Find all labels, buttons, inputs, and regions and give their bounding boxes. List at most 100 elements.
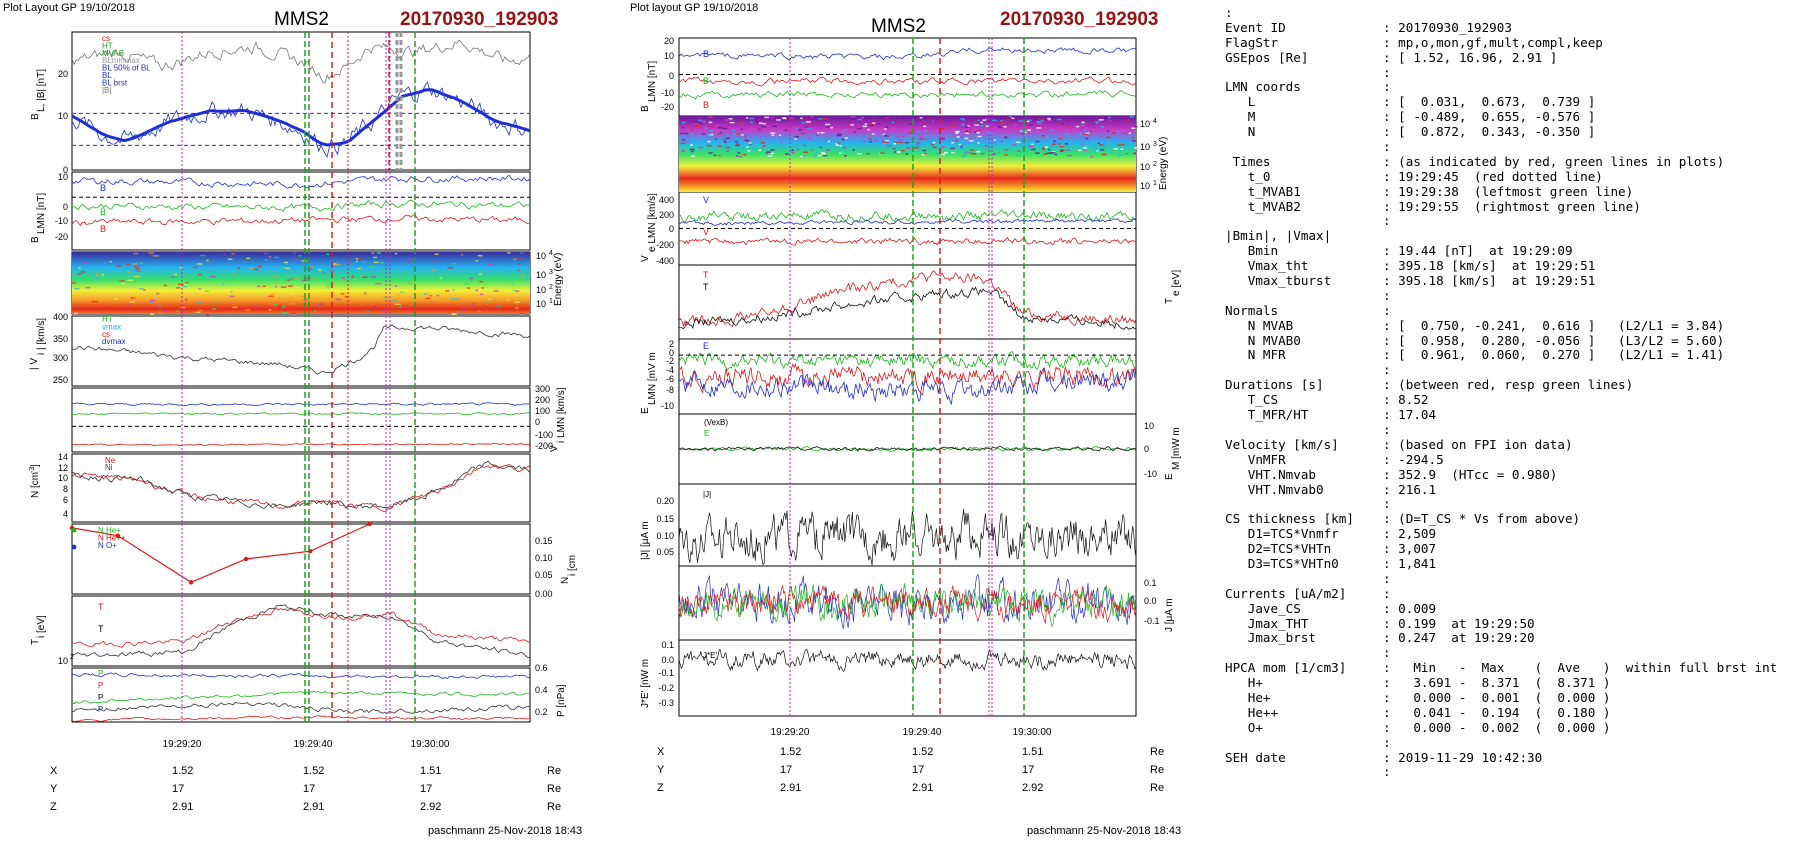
mid-spectrogram-pixel: [913, 128, 918, 130]
left-spectrogram-pixel: [287, 285, 293, 287]
info-row: Event ID: 20170930_192903: [1225, 20, 1777, 36]
mid-spectrogram-pixel: [1026, 120, 1030, 123]
left-ytick-energy: 10: [536, 285, 546, 295]
left-spectrogram-pixel: [520, 252, 523, 254]
mid-spectrogram-pixel: [1084, 149, 1088, 152]
info-key: He+: [1225, 690, 1271, 705]
info-key: H+: [1225, 676, 1263, 691]
mid-JN-line: [678, 585, 1137, 624]
info-row: M: [ -0.489, 0.655, -0.576 ]: [1225, 109, 1777, 125]
mid-spectrogram-pixel: [1043, 153, 1048, 155]
left-spectrogram-pixel: [126, 263, 130, 266]
info-row: :: [1225, 139, 1777, 155]
left-spectrogram-pixel: [507, 298, 510, 301]
mid-spectrogram-pixel: [843, 129, 847, 131]
mid-spectrogram-pixel: [866, 152, 870, 155]
left-pos-unit: Re: [547, 783, 562, 795]
mid-spectrogram-pixel: [919, 117, 923, 119]
mid-spectrogram-pixel: [743, 134, 746, 137]
mid-pos-value: 17: [780, 764, 793, 776]
left-panel-frame: [71, 31, 531, 171]
left-spectrogram-pixel: [170, 276, 176, 278]
mid-spectrogram-pixel: [1006, 118, 1010, 120]
left-spectrogram-pixel: [292, 252, 296, 255]
left-event-id: 20170930_192903: [400, 9, 559, 30]
info-value: : 8.52: [1383, 392, 1429, 408]
left-spectrogram-pixel: [215, 302, 219, 305]
left-spectrogram-pixel: [375, 282, 381, 285]
left-panel-frame: [71, 523, 531, 595]
mid-spectrogram-pixel: [1047, 117, 1051, 120]
mid-spectrogram-pixel: [1000, 122, 1005, 124]
mid-spectrogram-pixel: [932, 141, 936, 144]
mid-spectrogram-pixel: [826, 149, 831, 152]
mid-spectrogram-pixel: [1003, 126, 1007, 128]
mid-spectrogram-pixel: [690, 155, 695, 157]
left-spectrogram-pixel: [150, 313, 154, 315]
mid-spectrogram-pixel: [696, 125, 700, 128]
mid-spectrogram-pixel: [813, 155, 818, 157]
mid-spectrogram-pixel: [960, 146, 963, 148]
left-ylabel-energy: Energy (eV): [553, 253, 564, 306]
mid-spectrogram-pixel: [993, 143, 997, 145]
info-value: : 3,007: [1383, 541, 1437, 557]
left-spectrogram-pixel: [479, 293, 484, 296]
info-row: :: [1225, 362, 1777, 378]
left-Pe-line: [71, 701, 531, 714]
mid-spectrogram-pixel: [813, 136, 819, 139]
mid-spectrogram-pixel: [1068, 140, 1072, 142]
info-key: Jmax_brst: [1225, 631, 1316, 646]
left-pos-value: 17: [172, 783, 185, 795]
mid-JE-line: [678, 648, 1137, 672]
left-legend-B-4: BL 50% of BL: [102, 64, 151, 73]
info-value: :: [1383, 362, 1391, 378]
info-key: [1225, 765, 1383, 780]
mid-spectrogram-pixel: [765, 152, 769, 155]
mid-spectrogram-pixel: [1018, 120, 1024, 122]
mid-spectrogram-pixel: [953, 124, 958, 127]
left-spectrogram-pixel: [373, 306, 377, 308]
mid-spectrogram-pixel: [778, 134, 782, 136]
mid-spectrogram-pixel: [1037, 118, 1041, 120]
mid-spectrogram-pixel: [1085, 132, 1090, 135]
mid-panel-frame: [678, 264, 1137, 340]
left-ytick-B: 20: [58, 69, 68, 79]
mid-ytick-energy-exp: 1: [1153, 180, 1157, 187]
mid-spectrogram-pixel: [1086, 142, 1090, 144]
mid-spectrogram-pixel: [762, 145, 766, 148]
left-spectrogram-pixel: [409, 282, 416, 285]
left-spectrogram-pixel: [329, 270, 335, 272]
mid-spectrogram-pixel: [690, 128, 693, 131]
mid-spectrogram-pixel: [816, 134, 819, 137]
mid-spectrogram-pixel: [886, 144, 892, 147]
mid-spectrogram-pixel: [745, 117, 749, 119]
left-spectrogram-pixel: [245, 309, 251, 311]
left-spectrogram-pixel: [182, 285, 187, 288]
mid-spectrogram-pixel: [735, 151, 738, 153]
mid-spectrogram-pixel: [1133, 152, 1137, 155]
left-spectrogram-pixel: [197, 301, 203, 304]
left-VL-line: [71, 402, 531, 407]
left-spectrogram-pixel: [164, 310, 169, 312]
mid-spectrogram-pixel: [1004, 148, 1009, 151]
mid-spectrogram-pixel: [1134, 125, 1138, 128]
mid-spectrogram-pixel: [967, 137, 972, 140]
mid-spectrogram-pixel: [1040, 120, 1045, 122]
left-spectrogram-pixel: [227, 258, 233, 260]
mid-spectrogram-pixel: [985, 118, 990, 120]
mid-spectrogram-pixel: [1083, 147, 1088, 149]
mid-spectrogram-pixel: [977, 119, 980, 122]
left-spectrogram-pixel: [382, 309, 385, 312]
left-spectrogram-pixel: [380, 270, 386, 272]
mid-spectrogram-pixel: [883, 135, 889, 137]
left-legend-B-1: HT: [102, 41, 113, 50]
left-spectrogram-pixel: [373, 261, 379, 264]
info-value: : 17.04: [1383, 407, 1437, 423]
left-spectrogram-pixel: [290, 302, 296, 305]
left-ytick-Ni: 0.05: [535, 570, 553, 580]
left-spectrogram-pixel: [506, 272, 512, 274]
left-ylabel-N: N [cm: [30, 472, 41, 498]
left-spectrogram-pixel: [95, 273, 99, 276]
mid-spectrogram-pixel: [851, 131, 855, 134]
info-key: Normals: [1225, 303, 1279, 318]
